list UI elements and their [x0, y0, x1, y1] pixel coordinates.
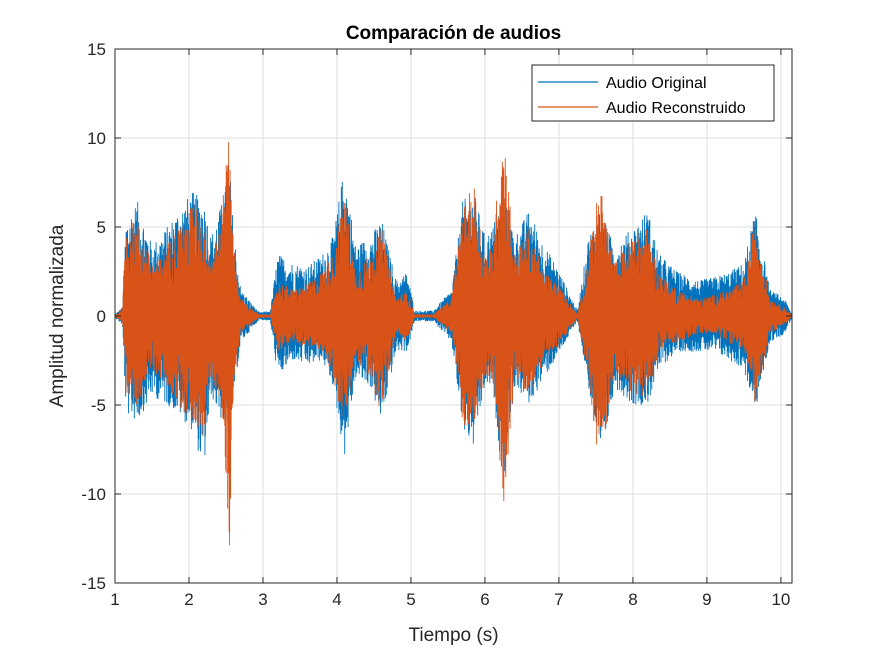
y-tick-label: 10: [87, 129, 106, 148]
y-tick-label: -15: [81, 574, 106, 593]
legend-entry-original[interactable]: Audio Original: [538, 75, 707, 92]
series-layer: [114, 142, 793, 546]
x-tick-label: 9: [702, 590, 711, 609]
y-tick-label: 15: [87, 40, 106, 59]
y-axis-label: Amplitud normalizada: [47, 224, 68, 407]
x-tick-label: 8: [628, 590, 637, 609]
chart-title: Comparación de audios: [346, 23, 561, 44]
y-tick-label: -10: [81, 485, 106, 504]
y-tick-label: 0: [97, 307, 106, 326]
legend-label-reconstructed: Audio Reconstruido: [606, 100, 746, 117]
x-tick-label: 7: [554, 590, 563, 609]
ticks: 1 2 3 4 5 6 7 8 9 10 -15 -10 -5 0 5 10 15: [81, 40, 792, 609]
x-tick-label: 2: [184, 590, 193, 609]
legend-box: [531, 64, 775, 122]
x-tick-label: 3: [258, 590, 267, 609]
y-tick-label: -5: [91, 396, 106, 415]
x-tick-label: 6: [480, 590, 489, 609]
legend-entry-reconstructed[interactable]: Audio Reconstruido: [538, 100, 746, 117]
x-tick-label: 5: [406, 590, 415, 609]
x-axis-label: Tiempo (s): [408, 625, 498, 646]
legend[interactable]: Audio Original Audio Reconstruido: [531, 64, 775, 122]
x-tick-label: 1: [110, 590, 119, 609]
series-reconstructed-waveform: [114, 142, 793, 546]
legend-label-original: Audio Original: [606, 75, 707, 92]
y-tick-label: 5: [97, 218, 106, 237]
x-tick-label: 4: [332, 590, 341, 609]
x-tick-label: 10: [771, 590, 790, 609]
